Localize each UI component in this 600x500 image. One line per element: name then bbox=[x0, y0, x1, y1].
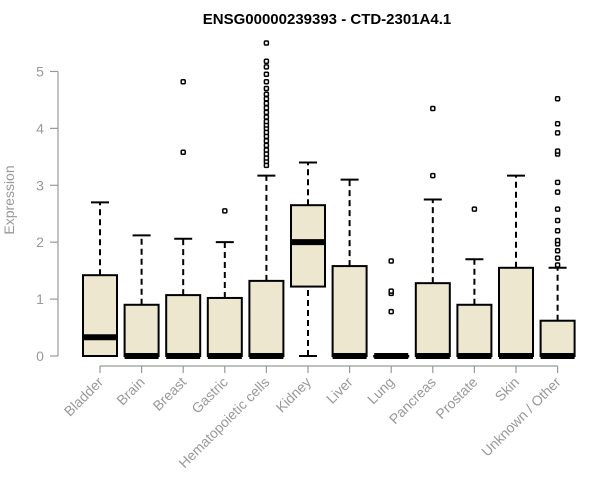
outlier-8-0 bbox=[430, 172, 436, 179]
outlier-4-12 bbox=[263, 114, 270, 120]
y-tick-label-4: 4 bbox=[36, 120, 44, 136]
x-tick-label-1: Brain bbox=[113, 374, 147, 408]
outlier-11-4 bbox=[554, 237, 561, 244]
outlier-11-6 bbox=[554, 217, 561, 224]
box-group-9 bbox=[456, 206, 493, 359]
outlier-11-2 bbox=[554, 247, 561, 254]
outlier-7-2 bbox=[388, 288, 394, 294]
box-9 bbox=[456, 303, 493, 358]
outlier-11-13 bbox=[554, 121, 561, 127]
outlier-4-18 bbox=[263, 85, 270, 92]
outlier-4-20 bbox=[263, 71, 270, 78]
y-tick-label-0: 0 bbox=[36, 348, 44, 364]
chart-title: ENSG00000239393 - CTD-2301A4.1 bbox=[203, 11, 451, 28]
outlier-9-0 bbox=[471, 206, 478, 212]
box-10 bbox=[498, 266, 534, 358]
x-tick-label-5: Kidney bbox=[273, 374, 315, 416]
y-tick-label-3: 3 bbox=[36, 177, 44, 193]
box-group-5 bbox=[290, 161, 326, 357]
box-1 bbox=[123, 303, 160, 358]
outlier-4-19 bbox=[263, 78, 270, 85]
outlier-2-0 bbox=[180, 149, 186, 156]
y-axis: 0 1 2 3 4 5 bbox=[36, 63, 59, 364]
outlier-11-7 bbox=[554, 206, 561, 212]
box-group-10 bbox=[498, 174, 534, 359]
box-6 bbox=[331, 265, 368, 358]
box-group-7 bbox=[373, 258, 410, 359]
box-3 bbox=[206, 296, 243, 357]
outlier-11-1 bbox=[554, 255, 561, 261]
outlier-4-13 bbox=[263, 109, 270, 116]
y-tick-label-1: 1 bbox=[36, 291, 44, 307]
box-group-11 bbox=[539, 96, 576, 359]
x-tick-label-11: Unknown / Other bbox=[478, 374, 564, 460]
y-axis-label: Expression bbox=[1, 165, 17, 234]
box-group-0 bbox=[82, 201, 118, 357]
outlier-11-11 bbox=[554, 148, 561, 154]
box-0 bbox=[82, 274, 118, 357]
outlier-4-6 bbox=[263, 138, 270, 144]
outlier-11-12 bbox=[554, 130, 561, 136]
x-tick-label-0: Bladder bbox=[61, 374, 107, 420]
outlier-11-8 bbox=[554, 189, 561, 195]
box-group-4 bbox=[248, 40, 285, 359]
outlier-4-17 bbox=[263, 91, 270, 97]
outlier-11-9 bbox=[554, 179, 561, 186]
outlier-4-4 bbox=[263, 147, 270, 153]
x-tick-label-7: Lung bbox=[364, 374, 397, 407]
plot-area bbox=[82, 40, 576, 359]
outlier-3-0 bbox=[222, 208, 228, 214]
outlier-7-0 bbox=[388, 308, 394, 315]
x-tick-label-6: Liver bbox=[323, 374, 356, 407]
x-tick-label-2: Breast bbox=[149, 374, 189, 414]
x-tick-label-9: Prostate bbox=[432, 374, 480, 422]
outlier-11-14 bbox=[554, 96, 561, 102]
outlier-4-15 bbox=[263, 100, 270, 107]
outlier-4-11 bbox=[263, 118, 270, 125]
outlier-7-3 bbox=[388, 258, 394, 264]
box-group-2 bbox=[165, 78, 202, 359]
outlier-4-14 bbox=[263, 105, 270, 111]
box-group-1 bbox=[123, 234, 160, 359]
outlier-11-5 bbox=[554, 228, 561, 234]
box-2 bbox=[165, 294, 202, 357]
outlier-4-21 bbox=[263, 64, 270, 70]
box-5 bbox=[290, 204, 326, 288]
outlier-4-23 bbox=[263, 40, 270, 46]
box-4 bbox=[248, 279, 285, 358]
box-11 bbox=[539, 319, 576, 358]
outlier-4-22 bbox=[263, 58, 270, 64]
x-tick-label-10: Skin bbox=[492, 374, 523, 405]
y-tick-label-2: 2 bbox=[36, 234, 44, 250]
box-group-8 bbox=[414, 105, 451, 359]
outlier-4-5 bbox=[263, 142, 270, 149]
box-8 bbox=[414, 282, 451, 358]
box-group-6 bbox=[331, 178, 368, 359]
outlier-2-1 bbox=[180, 78, 186, 85]
y-tick-label-5: 5 bbox=[36, 63, 44, 79]
outlier-11-0 bbox=[554, 262, 561, 268]
outlier-4-16 bbox=[263, 96, 270, 102]
outlier-8-1 bbox=[430, 105, 436, 112]
box-group-3 bbox=[206, 208, 243, 359]
